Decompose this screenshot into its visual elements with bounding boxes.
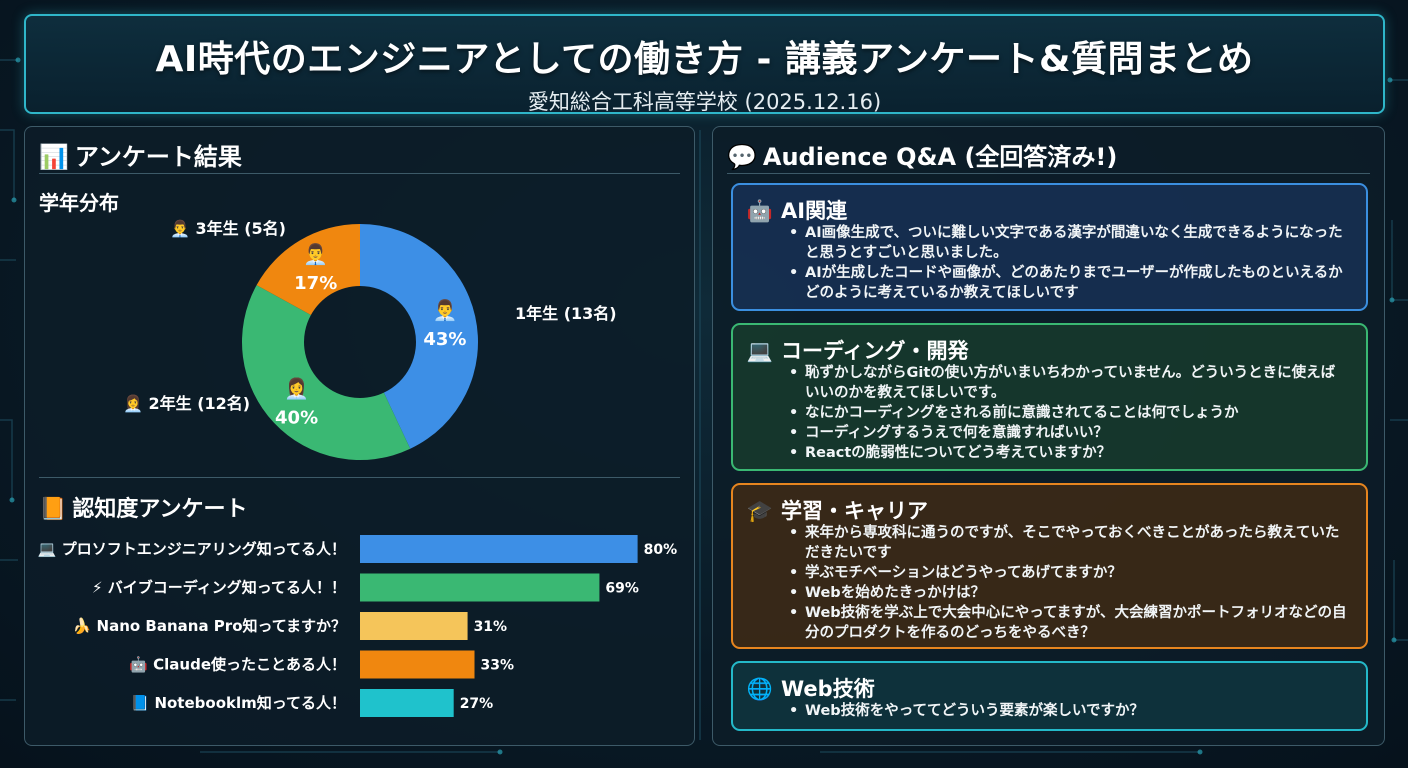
- bar-value-label: 80%: [644, 542, 678, 558]
- awareness-title: 📙 認知度アンケート: [39, 491, 248, 523]
- qa-panel: 💬Audience Q&A (全回答済み!) 🤖 AI関連 AI画像生成で、ついに…: [712, 126, 1385, 746]
- bar: [360, 689, 454, 717]
- question-list: 恥ずかしながらGitの使い方がいまいちわかっていません。どういうときに使えばいい…: [789, 363, 1348, 463]
- slice-legend-label: 👩‍💼 2年生 (12名): [123, 394, 250, 413]
- qa-card-ai: 🤖 AI関連 AI画像生成で、ついに難しい文字である漢字が間違いなく生成できるよう…: [731, 183, 1368, 311]
- qa-card-title: 🤖 AI関連: [745, 195, 847, 225]
- slice-legend-label: 👨‍💼 3年生 (5名): [170, 219, 286, 238]
- awareness-bar-chart: 💻 プロソフトエンジニアリング知ってる人！ 80% ⚡ バイブコーディング知ってる人…: [38, 535, 678, 717]
- person-icon: 👨‍💼: [432, 298, 457, 322]
- divider: [39, 477, 680, 478]
- qa-card-title-text: コーディング・開発: [781, 339, 969, 363]
- robot-icon: 🤖: [746, 199, 774, 223]
- header-banner: AI時代のエンジニアとしての働き方 - 講義アンケート&質問まとめ 愛知総合工科…: [24, 14, 1385, 114]
- speech-bubble-icon: 💬: [727, 143, 757, 171]
- question-list: Web技術をやっててどういう要素が楽しいですか？: [789, 701, 1348, 721]
- qa-card-coding: 💻 コーディング・開発 恥ずかしながらGitの使い方がいまいちわかっていません。ど…: [731, 323, 1368, 471]
- donut-slice: [360, 224, 478, 449]
- bar-value-label: 31%: [474, 619, 508, 635]
- qa-card-title: 🎓 学習・キャリア: [745, 495, 928, 525]
- bar-category-label: ⚡ バイブコーディング知ってる人！！: [92, 579, 346, 597]
- globe-icon: 🌐: [746, 677, 774, 701]
- survey-panel: 📊 アンケート結果 学年分布 👨‍💼 43% 1年生 (13名) 👩‍💼 40% 👩‍💼 2…: [24, 126, 695, 746]
- grade-donut-chart: 👨‍💼 43% 1年生 (13名) 👩‍💼 40% 👩‍💼 2年生 (12名) 👨‍💼 17%…: [123, 219, 617, 460]
- bar-value-label: 69%: [605, 581, 639, 597]
- bar-category-label: 💻 プロソフトエンジニアリング知ってる人！: [38, 540, 346, 558]
- qa-card-title-text: Web技術: [781, 677, 875, 701]
- divider: [727, 173, 1370, 174]
- page-subtitle: 愛知総合工科高等学校 (2025.12.16): [527, 90, 882, 114]
- awareness-title-text: 認知度アンケート: [72, 497, 248, 522]
- bar-category-label: 📘 Notebooklm知ってる人！: [131, 694, 346, 712]
- question-item: コーディングするうえで何を意識すればいい？: [789, 423, 1348, 443]
- slice-percent-label: 17%: [294, 273, 337, 294]
- donut-slice: [256, 224, 360, 316]
- person-icon: 👩‍💼: [284, 377, 309, 401]
- qa-card-career: 🎓 学習・キャリア 来年から専攻科に通うのですが、そこでやっておくべきことがあった…: [731, 483, 1368, 649]
- donut-slice: [242, 285, 411, 460]
- bar-category-label: 🤖 Claude使ったことある人！: [129, 656, 346, 674]
- qa-card-title-text: AI関連: [781, 199, 848, 223]
- question-item: なにかコーディングをされる前に意識されてることは何でしょうか: [789, 403, 1348, 423]
- question-item: 来年から専攻科に通うのですが、そこでやっておくべきことがあったら教えていただきた…: [789, 523, 1348, 563]
- question-item: Reactの脆弱性についてどう考えていますか？: [789, 443, 1348, 463]
- bar-value-label: 27%: [460, 696, 494, 712]
- person-icon: 👨‍💼: [303, 242, 328, 266]
- question-item: Web技術を学ぶ上で大会中心にやってますが、大会練習かポートフォリオなどの自分の…: [789, 603, 1348, 643]
- chart-icon: 📊: [39, 143, 69, 171]
- survey-panel-title-text: アンケート結果: [74, 143, 242, 171]
- question-item: Web技術をやっててどういう要素が楽しいですか？: [789, 701, 1348, 721]
- qa-panel-title-text: Audience Q&A (全回答済み!): [762, 143, 1118, 171]
- question-item: Webを始めたきっかけは？: [789, 583, 1348, 603]
- bar: [360, 573, 600, 602]
- bar: [360, 650, 475, 679]
- slice-legend-label: 1年生 (13名): [515, 304, 617, 323]
- divider: [39, 173, 680, 174]
- question-item: AIが生成したコードや画像が、どのあたりまでユーザーが作成したものといえるかどの…: [789, 263, 1348, 303]
- question-list: 来年から専攻科に通うのですが、そこでやっておくべきことがあったら教えていただきた…: [789, 523, 1348, 643]
- graduation-cap-icon: 🎓: [746, 499, 774, 523]
- page-title: AI時代のエンジニアとしての働き方 - 講義アンケート&質問まとめ: [155, 39, 1254, 80]
- laptop-icon: 💻: [746, 339, 774, 363]
- bar-value-label: 33%: [481, 658, 515, 674]
- bar-category-label: 🍌 Nano Banana Pro知ってますか？: [73, 617, 346, 635]
- question-item: 学ぶモチベーションはどうやってあげてますか？: [789, 563, 1348, 583]
- qa-card-title: 💻 コーディング・開発: [745, 335, 969, 365]
- grade-distribution-title: 学年分布: [39, 191, 119, 215]
- question-item: AI画像生成で、ついに難しい文字である漢字が間違いなく生成できるようになったと思…: [789, 223, 1348, 263]
- qa-card-title: 🌐 Web技術: [745, 673, 875, 703]
- book-icon: 📙: [39, 497, 67, 522]
- bar: [360, 535, 638, 563]
- qa-card-title-text: 学習・キャリア: [781, 499, 928, 523]
- question-list: AI画像生成で、ついに難しい文字である漢字が間違いなく生成できるようになったと思…: [789, 223, 1348, 303]
- slice-percent-label: 40%: [275, 408, 318, 429]
- question-item: 恥ずかしながらGitの使い方がいまいちわかっていません。どういうときに使えばいい…: [789, 363, 1348, 403]
- qa-panel-title: 💬 Audience Q&A (全回答済み!): [727, 137, 1117, 172]
- qa-card-web: 🌐 Web技術 Web技術をやっててどういう要素が楽しいですか？: [731, 661, 1368, 731]
- survey-panel-title: 📊 アンケート結果: [39, 137, 242, 172]
- slice-percent-label: 43%: [423, 329, 466, 350]
- bar: [360, 612, 468, 640]
